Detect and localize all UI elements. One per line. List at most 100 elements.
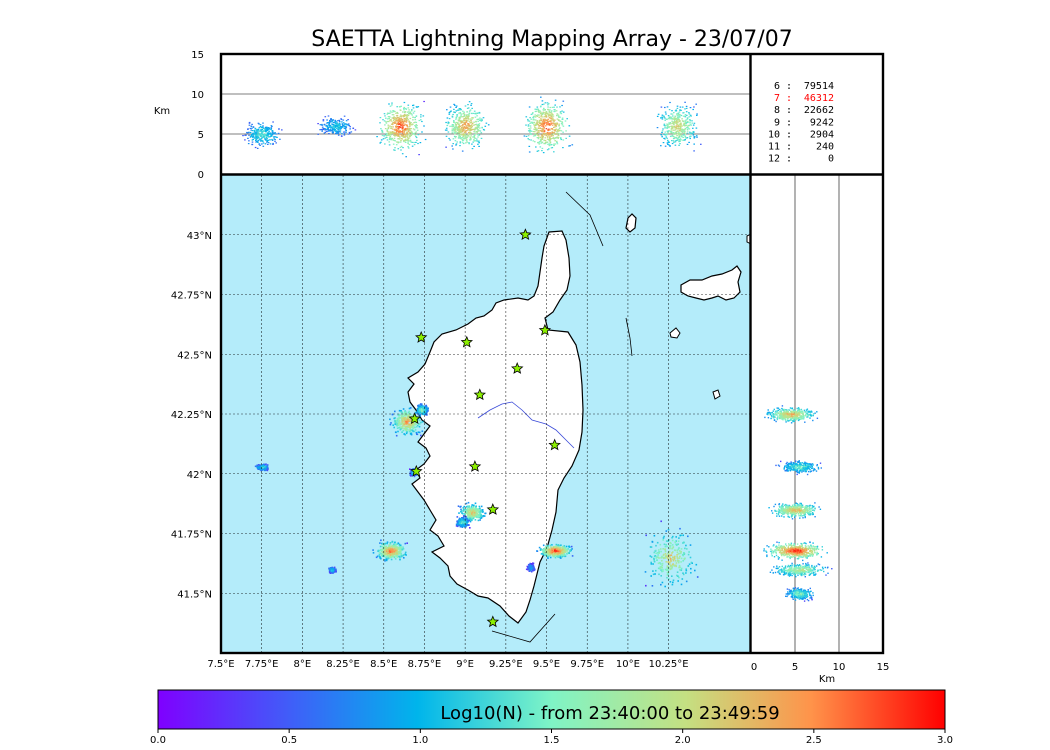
flash-source xyxy=(566,553,568,555)
flash-source xyxy=(669,541,671,544)
altitude-source xyxy=(532,116,534,119)
altitude-source xyxy=(331,130,333,132)
altitude-source xyxy=(689,120,691,122)
altitude-source xyxy=(536,121,538,123)
altitude-source xyxy=(395,125,397,127)
altitude-source xyxy=(336,125,338,127)
altitude-source xyxy=(683,134,685,136)
flash-source xyxy=(402,548,405,550)
altitude-source xyxy=(477,129,480,131)
flash-source xyxy=(390,558,393,561)
altitude-source xyxy=(487,124,490,126)
altitude-source xyxy=(683,129,685,131)
altitude-source xyxy=(471,118,473,120)
altitude-source xyxy=(547,143,549,145)
altitude-source xyxy=(407,138,409,140)
altitude-source xyxy=(326,122,329,124)
altitude-source xyxy=(344,125,347,127)
altitude-source xyxy=(398,116,400,119)
altitude-source xyxy=(458,132,460,134)
altitude-source xyxy=(262,134,264,136)
altitude-source xyxy=(461,116,463,118)
altitude-source xyxy=(474,131,476,133)
altitude-source xyxy=(341,121,343,123)
flash-source xyxy=(679,527,681,530)
altitude-source xyxy=(265,128,268,130)
flash-source xyxy=(678,537,680,539)
altitude-source xyxy=(446,124,449,127)
altitude-y-tick-label: 10 xyxy=(191,90,204,101)
altitude-source xyxy=(337,131,340,133)
flash-source xyxy=(459,525,462,528)
flash-source xyxy=(667,540,670,542)
altitude-source xyxy=(525,135,528,137)
altitude-source xyxy=(459,129,462,131)
flash-source xyxy=(476,509,478,512)
altitude-source xyxy=(452,148,454,150)
flash-source xyxy=(662,537,665,539)
altitude-source xyxy=(542,109,545,111)
flash-source xyxy=(381,548,384,550)
counts-altitude: 8 xyxy=(774,105,780,116)
altitude-source xyxy=(684,125,686,127)
altitude-source xyxy=(452,125,454,127)
altitude-source xyxy=(690,135,692,137)
flash-source xyxy=(409,430,412,433)
altitude-source xyxy=(676,122,678,124)
altitude-source xyxy=(345,127,347,129)
flash-source xyxy=(459,522,461,524)
flash-source xyxy=(403,557,405,559)
flash-source xyxy=(542,551,544,553)
altitude-source xyxy=(554,140,556,142)
altitude-source xyxy=(403,130,406,132)
altitude-source xyxy=(534,114,536,116)
altitude-source xyxy=(334,128,336,131)
flash-source xyxy=(563,546,565,549)
flash-source xyxy=(258,467,260,470)
flash-source xyxy=(538,546,541,549)
flash-source xyxy=(263,467,266,470)
altitude-source xyxy=(459,133,462,135)
altitude-source xyxy=(679,140,681,142)
flash-source xyxy=(422,407,425,410)
altitude-source xyxy=(403,136,406,138)
flash-source xyxy=(470,514,472,517)
altitude-source xyxy=(532,112,534,114)
altitude-source xyxy=(406,139,408,141)
altitude-source xyxy=(678,111,681,113)
flash-source xyxy=(416,408,419,410)
altitude-source xyxy=(412,104,414,107)
altitude-source xyxy=(338,130,341,132)
altitude-source xyxy=(671,126,673,128)
altitude-source xyxy=(552,117,554,119)
flash-source xyxy=(395,553,397,556)
altitude-source xyxy=(337,125,339,127)
flash-source xyxy=(672,559,675,562)
flash-source xyxy=(660,550,662,553)
altitude-source xyxy=(403,108,405,110)
altitude-source xyxy=(388,134,390,136)
altitude-source xyxy=(471,126,473,128)
flash-source xyxy=(388,548,391,551)
flash-source xyxy=(685,544,687,547)
flash-source xyxy=(479,507,481,510)
flash-source xyxy=(382,546,385,549)
flash-source xyxy=(659,566,662,568)
flash-source xyxy=(400,426,402,428)
altitude-source xyxy=(538,135,540,137)
altitude-source xyxy=(453,126,456,128)
altitude-source xyxy=(410,124,412,126)
altitude-source xyxy=(545,112,547,114)
altitude-source xyxy=(543,122,545,124)
altitude-source xyxy=(399,123,401,125)
flash-source xyxy=(564,554,566,556)
altitude-source xyxy=(383,120,386,122)
altitude-source xyxy=(529,131,531,133)
altitude-source xyxy=(392,131,395,133)
altitude-source xyxy=(252,132,254,134)
altitude-source xyxy=(674,141,677,143)
flash-source xyxy=(379,549,382,552)
flash-source xyxy=(409,432,412,435)
altitude-source xyxy=(343,131,346,133)
flash-source xyxy=(680,552,682,554)
